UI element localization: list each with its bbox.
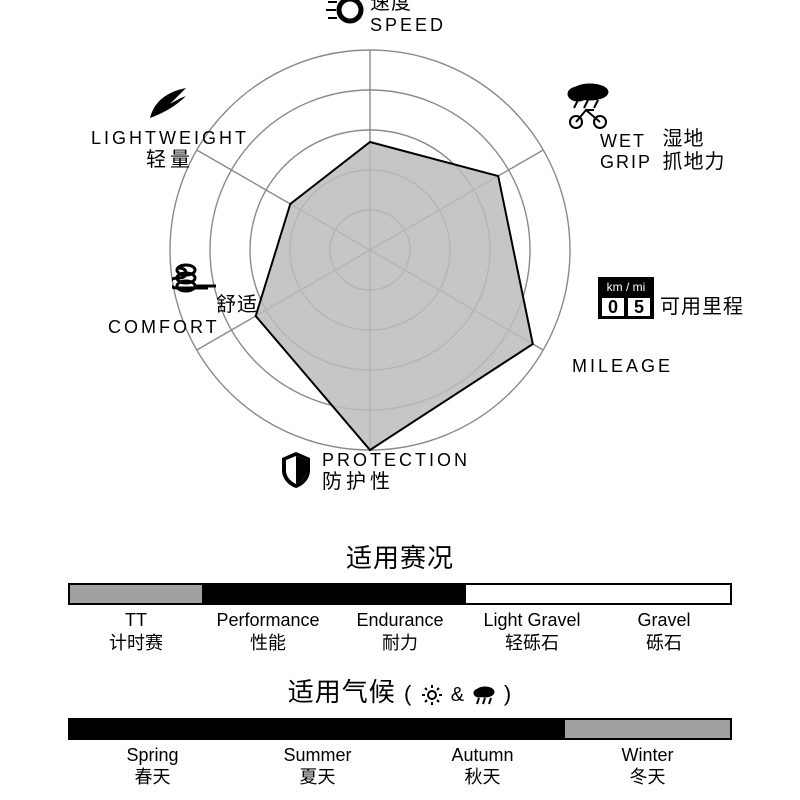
bar-segment xyxy=(598,585,730,603)
radar-chart: 速度 SPEED WET GRIP 湿地 抓地力 km / mi xyxy=(0,0,800,480)
svg-text:0: 0 xyxy=(608,297,618,317)
category-cell: Light Gravel轻砾石 xyxy=(466,609,598,654)
bar-segment xyxy=(70,720,235,738)
axis-label-comfort: 舒适 COMFORT xyxy=(108,294,258,338)
category-cell: Gravel砾石 xyxy=(598,609,730,654)
conditions-categories: TT计时赛Performance性能Endurance耐力Light Grave… xyxy=(70,609,730,654)
category-cell: TT计时赛 xyxy=(70,609,202,654)
category-cell: Autumn秋天 xyxy=(400,744,565,789)
conditions-section: 适用赛况 TT计时赛Performance性能Endurance耐力Light … xyxy=(0,538,800,654)
svg-text:km / mi: km / mi xyxy=(607,280,646,294)
bar-segment xyxy=(565,720,730,738)
bar-segment xyxy=(70,585,202,603)
conditions-bar xyxy=(68,583,732,605)
axis-label-wetgrip: WET GRIP 湿地 抓地力 xyxy=(600,128,780,174)
bar-segment xyxy=(235,720,400,738)
axis-label-lightweight: LIGHTWEIGHT 轻量 xyxy=(70,128,270,172)
climate-section: 适用气候 ( & ) Spring春天Summer夏天Autumn秋天Winte… xyxy=(0,672,800,789)
axis-label-mileage-en: MILEAGE xyxy=(572,356,712,377)
axis-label-mileage-zh: 可用里程 xyxy=(660,296,790,319)
mileage-icon: km / mi 0 5 xyxy=(596,275,656,328)
axis-label-protection: PROTECTION 防护性 xyxy=(322,450,562,494)
category-cell: Spring春天 xyxy=(70,744,235,789)
bar-segment xyxy=(334,585,466,603)
axis-label-speed: 速度 SPEED xyxy=(370,0,490,36)
category-cell: Winter冬天 xyxy=(565,744,730,789)
climate-categories: Spring春天Summer夏天Autumn秋天Winter冬天 xyxy=(70,744,730,789)
svg-text:5: 5 xyxy=(634,297,644,317)
climate-bar xyxy=(68,718,732,740)
radar-svg xyxy=(0,0,800,500)
speed-icon xyxy=(326,0,366,35)
climate-title: 适用气候 ( & ) xyxy=(0,672,800,710)
bar-segment xyxy=(400,720,565,738)
bar-segment xyxy=(466,585,598,603)
protection-icon xyxy=(278,450,314,495)
conditions-title: 适用赛况 xyxy=(0,538,800,575)
category-cell: Performance性能 xyxy=(202,609,334,654)
category-cell: Summer夏天 xyxy=(235,744,400,789)
bar-segment xyxy=(202,585,334,603)
category-cell: Endurance耐力 xyxy=(334,609,466,654)
lightweight-icon xyxy=(146,84,192,129)
